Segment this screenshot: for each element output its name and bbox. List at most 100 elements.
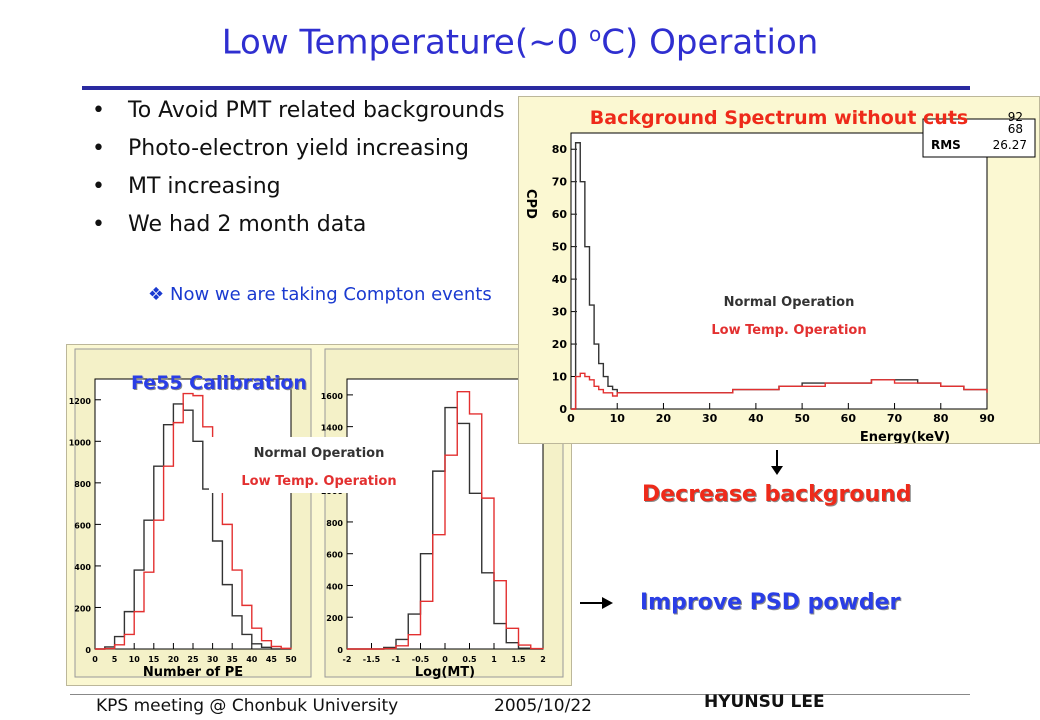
y-tick-label: 40 (552, 273, 568, 286)
y-tick-label: 600 (74, 521, 91, 530)
x-tick-label: -1 (392, 655, 401, 664)
y-tick-label: 200 (74, 604, 91, 613)
footer-rule (70, 694, 970, 695)
x-tick-label: 20 (168, 655, 180, 664)
y-tick-label: 1000 (69, 438, 92, 447)
x-tick-label: 1.5 (511, 655, 526, 664)
decrease-background-label: Decrease background (642, 482, 912, 507)
bullet-item: • Photo-electron yield increasing (92, 134, 512, 164)
footer-date: 2005/10/22 (494, 696, 592, 716)
x-tick-label: -0.5 (412, 655, 430, 664)
bg-x-label: Energy(keV) (860, 430, 950, 443)
y-tick-label: 20 (552, 338, 568, 351)
x-tick-label: 30 (207, 655, 219, 664)
y-tick-label: 400 (74, 563, 91, 572)
x-tick-label: 10 (129, 655, 141, 664)
mt-x-label: Log(MT) (415, 665, 475, 680)
title-main: Low Temperature(~0 (221, 22, 590, 63)
bullet-text: To Avoid PMT related backgrounds (128, 98, 505, 123)
x-tick-label: -2 (343, 655, 352, 664)
bullet-item: • MT increasing (92, 172, 512, 202)
stats-value-2: 68 (1008, 122, 1023, 136)
bg-legend-normal: Normal Operation (724, 295, 855, 310)
x-tick-label: -1.5 (363, 655, 381, 664)
x-tick-label: 70 (887, 412, 903, 425)
y-tick-label: 800 (326, 519, 343, 528)
y-tick-label: 200 (326, 614, 343, 623)
bullet-dot-icon: • (92, 98, 105, 123)
pe-x-label: Number of PE (143, 665, 243, 680)
y-tick-label: 30 (552, 306, 568, 319)
fe55-panel: 0 5 10 15 20 25 30 35 40 45 50 0 200 400 600 800 1000 120… (66, 344, 572, 686)
x-tick-label: 30 (702, 412, 718, 425)
title-superscript: o (589, 22, 602, 46)
fe55-caption: Fe55 Calibration (131, 372, 307, 394)
footer-author: HYUNSU LEE (704, 692, 825, 712)
bg-legend-lowtemp: Low Temp. Operation (711, 323, 866, 338)
y-tick-label: 60 (552, 208, 568, 221)
x-tick-label: 60 (841, 412, 857, 425)
y-tick-label: 0 (85, 646, 91, 655)
bullet-text: MT increasing (128, 174, 281, 199)
x-tick-label: 45 (266, 655, 278, 664)
y-tick-label: 50 (552, 241, 568, 254)
x-tick-label: 90 (979, 412, 995, 425)
y-tick-label: 0 (559, 403, 567, 416)
x-tick-label: 20 (656, 412, 672, 425)
title-end: C) Operation (601, 22, 819, 63)
y-tick-label: 1200 (69, 397, 92, 406)
right-arrow-icon (580, 597, 613, 609)
footer-left: KPS meeting @ Chonbuk University (96, 696, 399, 716)
improve-psd-label: Improve PSD powder (640, 590, 901, 615)
fe55-legend-lowtemp: Low Temp. Operation (241, 474, 396, 489)
bullet-list: • To Avoid PMT related backgrounds • Photo… (92, 96, 512, 248)
sub-bullet-text: Now we are taking Compton events (170, 284, 492, 305)
x-tick-label: 25 (187, 655, 199, 664)
y-tick-label: 800 (74, 480, 91, 489)
x-tick-label: 50 (285, 655, 297, 664)
stats-rms-label: RMS (931, 138, 961, 152)
bullet-text: Photo-electron yield increasing (128, 136, 469, 161)
diamond-bullet-icon: ❖ (148, 284, 165, 305)
stats-value-1: 92 (1008, 110, 1023, 124)
y-tick-label: 70 (552, 176, 568, 189)
x-tick-label: 5 (112, 655, 118, 664)
y-tick-label: 10 (552, 371, 568, 384)
x-tick-label: 0 (442, 655, 448, 664)
x-tick-label: 2 (540, 655, 546, 664)
x-tick-label: 0 (567, 412, 575, 425)
x-tick-label: 15 (148, 655, 160, 664)
down-arrow-icon (771, 450, 783, 475)
bullet-item: • We had 2 month data (92, 210, 512, 240)
slide-title: Low Temperature(~0 oC) Operation (0, 22, 1040, 62)
bullet-dot-icon: • (92, 136, 105, 161)
background-caption: Background Spectrum without cuts (590, 107, 968, 129)
bullet-dot-icon: • (92, 212, 105, 237)
y-tick-label: 80 (552, 143, 568, 156)
y-tick-label: 0 (337, 646, 343, 655)
bullet-item: • To Avoid PMT related backgrounds (92, 96, 512, 126)
x-tick-label: 80 (933, 412, 949, 425)
fe55-calibration-plots: 0 5 10 15 20 25 30 35 40 45 5002004006008001000120… (69, 348, 564, 680)
x-tick-label: 35 (227, 655, 239, 664)
title-rule (82, 86, 970, 90)
series-normal-line (95, 403, 291, 650)
x-tick-label: 40 (748, 412, 764, 425)
y-tick-label: 1600 (321, 392, 344, 401)
x-tick-label: 0 (92, 655, 98, 664)
x-tick-label: 1 (491, 655, 497, 664)
x-tick-label: 0.5 (462, 655, 477, 664)
fe55-legend-normal: Normal Operation (254, 446, 385, 461)
series-lowtemp-line (347, 391, 544, 650)
background-panel: 0 10 20 30 40 50 60 70 80 90 0 10 20 30 40 50 60 70 80 92 … (518, 96, 1040, 445)
bg-y-label: CPD (523, 189, 538, 219)
x-tick-label: 50 (794, 412, 810, 425)
bullet-dot-icon: • (92, 174, 105, 199)
bullet-text: We had 2 month data (128, 212, 367, 237)
y-tick-label: 600 (326, 551, 343, 560)
stats-rms-value: 26.27 (993, 138, 1027, 152)
sub-bullet: ❖ Now we are taking Compton events (148, 282, 510, 308)
series-lowtemp-line (571, 372, 988, 410)
x-tick-label: 40 (246, 655, 258, 664)
